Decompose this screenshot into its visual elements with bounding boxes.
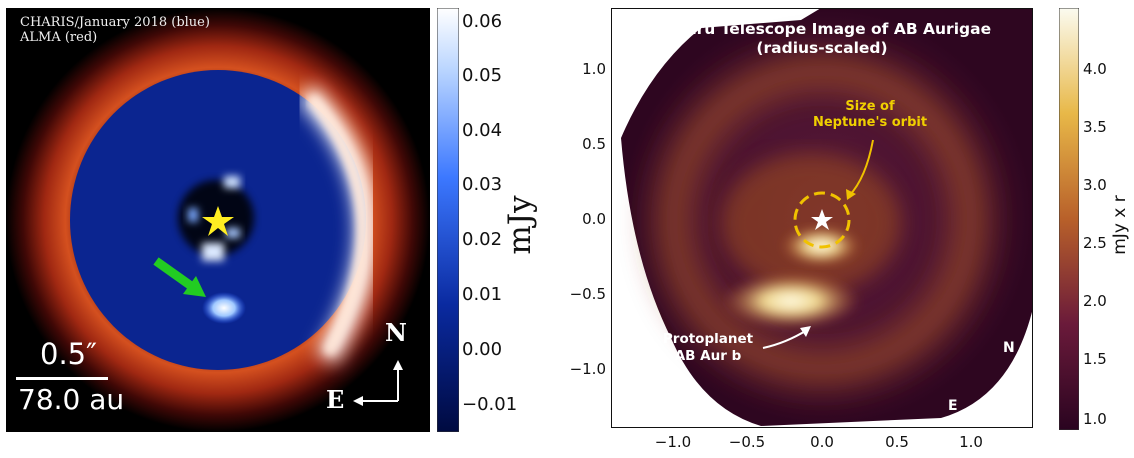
x-axis-tick: −1.0 (654, 433, 692, 451)
right-colorbar-tick: 1.0 (1083, 410, 1107, 428)
neptune-orbit-annotation: Size of Neptune's orbit (800, 99, 940, 131)
left-colorbar-tick: 0.05 (462, 65, 503, 86)
compass-east-label: E (326, 385, 345, 414)
neptune-annotation-line2: Neptune's orbit (812, 115, 928, 130)
scale-bar (16, 377, 108, 380)
compass-arrows-icon (969, 365, 1015, 412)
y-axis-tick: 0.0 (582, 210, 606, 228)
neptune-annotation-line1: Size of (845, 99, 895, 114)
subaru-image-frame (611, 8, 1033, 428)
star-icon (202, 206, 234, 236)
right-colorbar-tick: 2.5 (1083, 234, 1107, 252)
left-colorbar-label: mJy (502, 195, 538, 255)
y-axis-tick: −0.5 (569, 285, 606, 303)
left-colorbar-tick: 0.02 (462, 229, 503, 250)
charis-alma-image (6, 8, 430, 432)
protoplanet-blob (202, 292, 246, 324)
arrow-icon (153, 257, 206, 297)
left-colorbar-tick: 0.03 (462, 174, 503, 195)
protoplanet-annotation-line1: Protoplanet (662, 331, 754, 347)
star-icon (811, 209, 833, 230)
right-colorbar-tick: 3.0 (1083, 176, 1107, 194)
neptune-orbit-circle (793, 191, 851, 249)
right-title-line2: (radius-scaled) (756, 39, 888, 57)
right-colorbar-tick: 4.0 (1083, 60, 1107, 78)
subaru-image (611, 8, 1033, 428)
right-colorbar-tick: 2.0 (1083, 292, 1107, 310)
compass-arrows-icon (353, 360, 403, 406)
scale-bar-arcsec-label: 0.5″ (40, 337, 97, 371)
legend-charis: CHARIS/January 2018 (blue) (20, 15, 210, 30)
right-title-line1: Subaru Telescope Image of AB Aurigae (652, 20, 992, 38)
x-axis-tick: 0.5 (885, 433, 909, 451)
protoplanet-annotation: Protoplanet AB Aur b (648, 331, 768, 365)
left-colorbar-tick: 0.06 (462, 11, 503, 32)
x-axis-tick: 0.0 (810, 433, 834, 451)
right-colorbar-tick: 3.5 (1083, 118, 1107, 136)
y-axis-tick: −1.0 (569, 360, 606, 378)
right-colorbar (1059, 8, 1079, 430)
left-colorbar-tick: 0.00 (462, 339, 503, 360)
legend-alma: ALMA (red) (20, 30, 98, 45)
left-colorbar-tick: −0.01 (462, 394, 518, 415)
right-colorbar-tick: 1.5 (1083, 350, 1107, 368)
left-colorbar-tick: 0.01 (462, 284, 503, 305)
protoplanet-annotation-line2: AB Aur b (674, 348, 742, 364)
compass-north-label: N (385, 318, 407, 347)
y-axis-tick: 0.5 (582, 135, 606, 153)
compass-east-label: E (948, 398, 958, 414)
right-colorbar-label: mJy x r (1110, 195, 1130, 255)
right-title: Subaru Telescope Image of AB Aurigae (ra… (611, 20, 1033, 58)
x-axis-tick: −0.5 (728, 433, 766, 451)
scale-bar-au-label: 78.0 au (18, 383, 125, 416)
left-colorbar (437, 8, 459, 432)
x-axis-tick: 1.0 (959, 433, 983, 451)
left-colorbar-tick: 0.04 (462, 120, 503, 141)
protoplanet-glow (721, 273, 861, 329)
compass-north-label: N (1003, 340, 1015, 356)
y-axis-tick: 1.0 (582, 60, 606, 78)
